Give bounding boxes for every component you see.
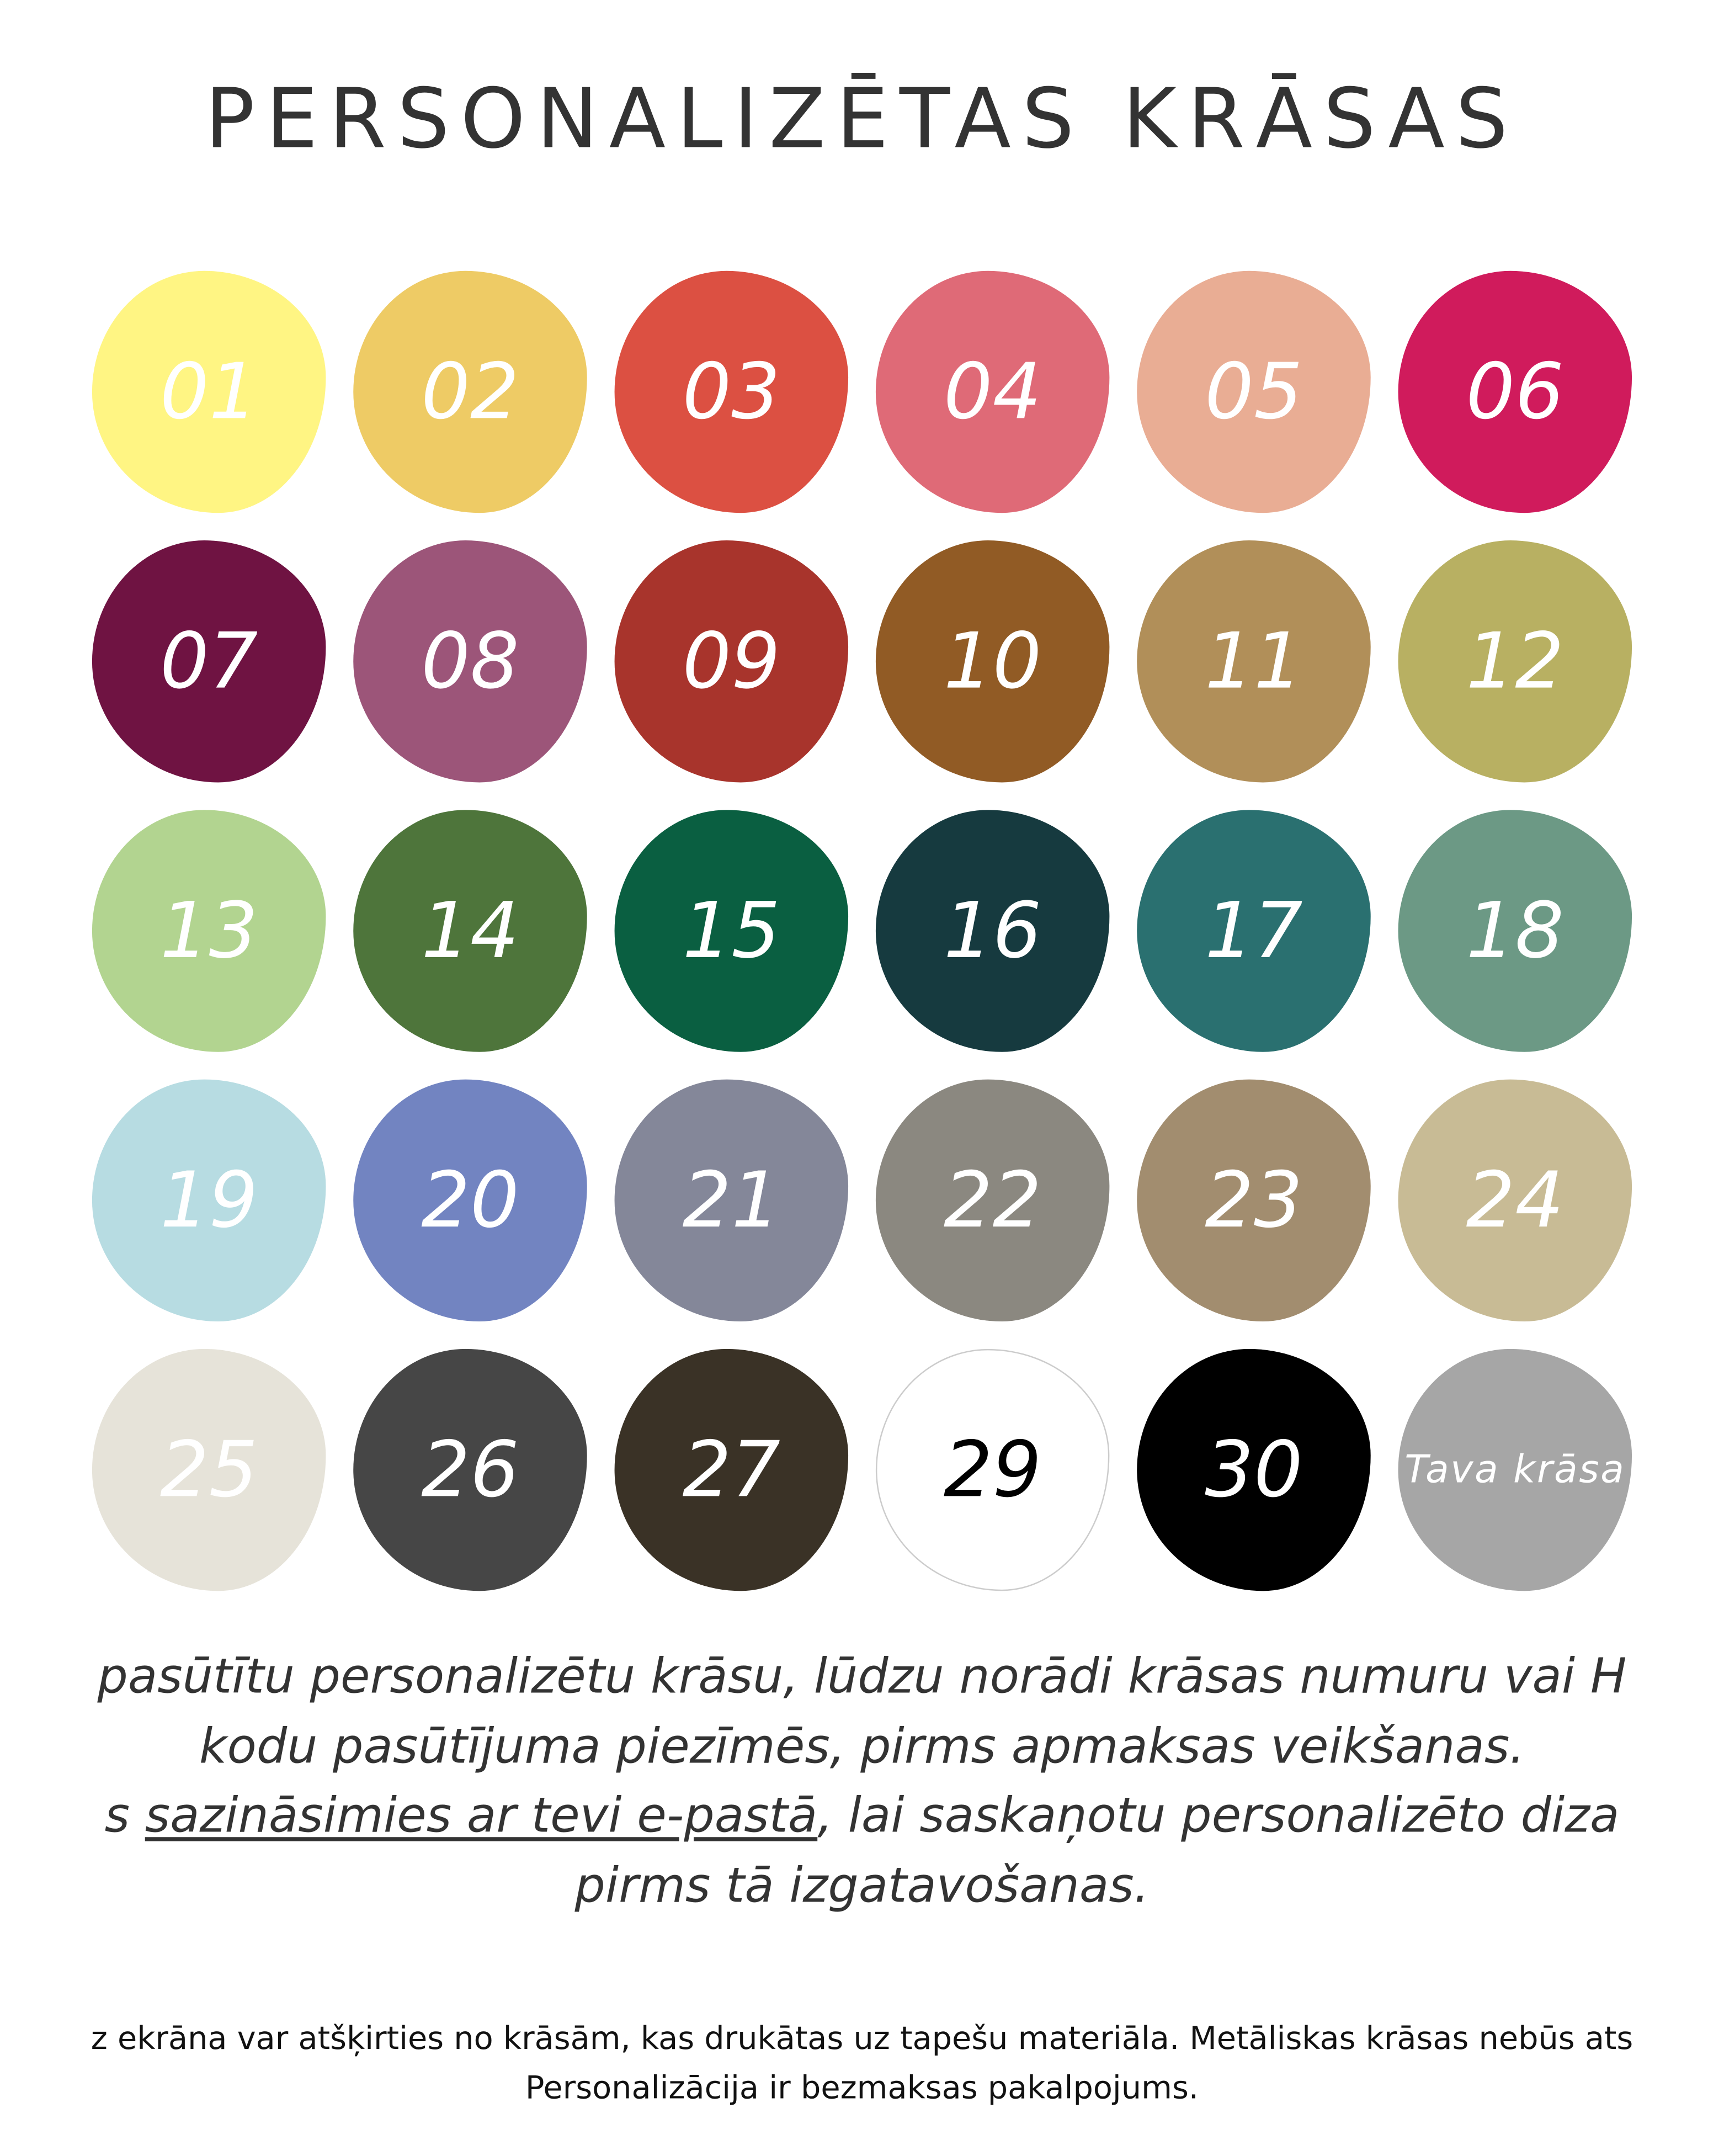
- swatch-number: 01: [159, 347, 258, 437]
- color-swatch-11: 11: [1137, 540, 1371, 783]
- color-swatch-12: 12: [1398, 540, 1632, 783]
- swatch-number: 25: [159, 1425, 258, 1515]
- color-swatch-23: 23: [1137, 1079, 1371, 1322]
- swatch-number: 03: [682, 347, 781, 437]
- instruction-line-4: pirms tā izgatavošanas.: [574, 1859, 1150, 1914]
- swatch-number: 05: [1205, 347, 1303, 437]
- instruction-prefix: s: [104, 1789, 145, 1844]
- swatch-number: 12: [1466, 617, 1565, 707]
- swatch-number: 13: [159, 886, 258, 976]
- instruction-line-2: kodu pasūtījuma piezīmēs, pirms apmaksas…: [199, 1720, 1525, 1776]
- color-swatch-tava-krāsa: Tava krāsa: [1398, 1348, 1632, 1591]
- swatch-number: 15: [682, 886, 781, 976]
- swatch-number: 19: [159, 1155, 258, 1245]
- swatch-number: 27: [682, 1425, 781, 1515]
- instruction-suffix: , lai saskaņotu personalizēto diza: [817, 1789, 1620, 1844]
- swatch-number: 29: [943, 1425, 1042, 1515]
- instruction-line-1: pasūtītu personalizētu krāsu, lūdzu norā…: [97, 1650, 1627, 1706]
- color-swatch-22: 22: [875, 1079, 1110, 1322]
- color-swatch-02: 02: [353, 270, 587, 513]
- color-swatch-24: 24: [1398, 1079, 1632, 1322]
- swatch-number: 14: [421, 886, 519, 976]
- color-swatch-26: 26: [353, 1348, 587, 1591]
- swatch-number: 16: [943, 886, 1042, 976]
- color-swatch-13: 13: [92, 810, 326, 1052]
- swatch-number: 20: [421, 1155, 519, 1245]
- swatch-number: 23: [1205, 1155, 1303, 1245]
- color-swatch-16: 16: [875, 810, 1110, 1052]
- swatch-number: 11: [1205, 617, 1303, 707]
- swatch-number: Tava krāsa: [1404, 1446, 1626, 1492]
- swatch-number: 24: [1466, 1155, 1565, 1245]
- color-swatch-19: 19: [92, 1079, 326, 1322]
- email-contact-link[interactable]: sazināsimies ar tevi e-pastā: [145, 1789, 818, 1844]
- page-title: PERSONALIZĒTAS KRĀSAS: [205, 71, 1519, 168]
- color-swatch-06: 06: [1398, 270, 1632, 513]
- instruction-line-3: s sazināsimies ar tevi e-pastā, lai sask…: [0, 1789, 1724, 1844]
- color-swatch-27: 27: [614, 1348, 849, 1591]
- footnote-line-2: Personalizācija ir bezmaksas pakalpojums…: [525, 2070, 1199, 2107]
- color-swatch-15: 15: [614, 810, 849, 1052]
- color-swatch-07: 07: [92, 540, 326, 783]
- color-swatch-17: 17: [1137, 810, 1371, 1052]
- swatch-number: 06: [1466, 347, 1565, 437]
- color-swatch-04: 04: [875, 270, 1110, 513]
- color-swatch-25: 25: [92, 1348, 326, 1591]
- swatch-number: 30: [1205, 1425, 1303, 1515]
- color-swatch-01: 01: [92, 270, 326, 513]
- color-swatch-05: 05: [1137, 270, 1371, 513]
- color-swatch-09: 09: [614, 540, 849, 783]
- swatch-number: 09: [682, 617, 781, 707]
- color-swatch-21: 21: [614, 1079, 849, 1322]
- color-swatch-18: 18: [1398, 810, 1632, 1052]
- swatch-number: 07: [159, 617, 258, 707]
- swatch-number: 18: [1466, 886, 1565, 976]
- swatch-number: 21: [682, 1155, 781, 1245]
- color-swatch-30: 30: [1137, 1348, 1371, 1591]
- color-swatch-14: 14: [353, 810, 587, 1052]
- color-swatch-10: 10: [875, 540, 1110, 783]
- footnote-line-1: z ekrāna var atšķirties no krāsām, kas d…: [91, 2021, 1633, 2057]
- color-swatch-29: 29: [875, 1348, 1110, 1591]
- swatch-number: 04: [943, 347, 1042, 437]
- swatch-number: 10: [943, 617, 1042, 707]
- color-swatch-03: 03: [614, 270, 849, 513]
- swatch-number: 08: [421, 617, 519, 707]
- swatch-number: 02: [421, 347, 519, 437]
- color-swatch-08: 08: [353, 540, 587, 783]
- swatch-number: 17: [1205, 886, 1303, 976]
- swatch-number: 22: [943, 1155, 1042, 1245]
- color-swatch-20: 20: [353, 1079, 587, 1322]
- swatch-number: 26: [421, 1425, 519, 1515]
